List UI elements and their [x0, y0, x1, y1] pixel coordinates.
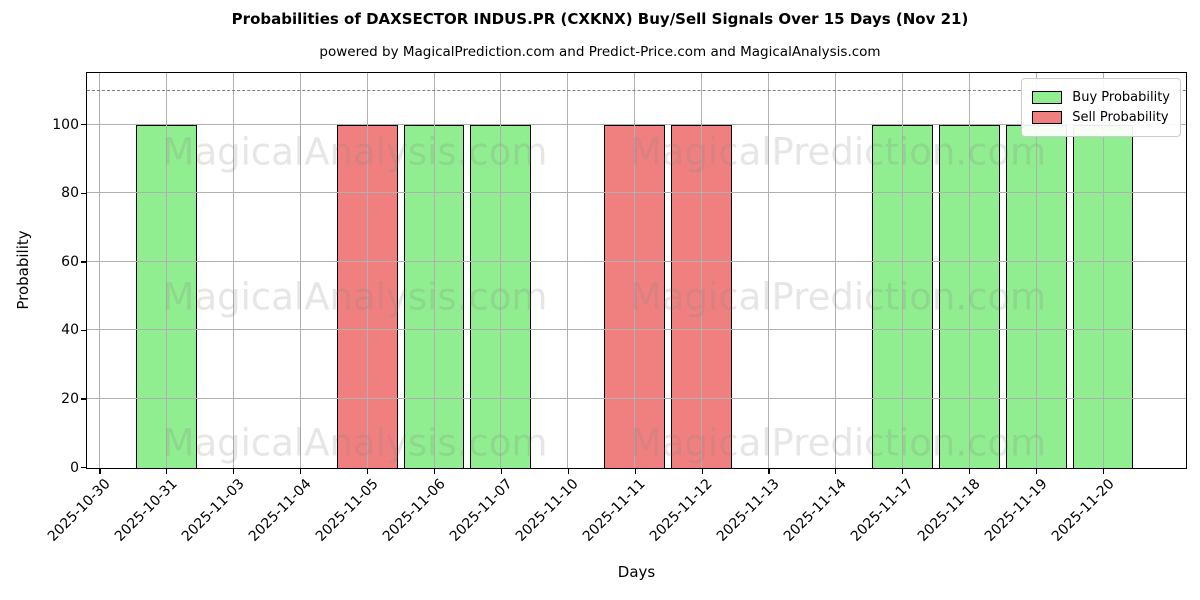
buy-probability-swatch [1032, 91, 1063, 104]
y-tick-label: 80 [61, 185, 79, 202]
y-tick-label: 0 [70, 459, 79, 476]
x-tick-label-text: 2025-11-19 [981, 476, 1051, 545]
legend-item-buy-probability: Buy Probability [1032, 89, 1170, 106]
x-tick-mark [902, 469, 904, 474]
v-gridline [232, 73, 234, 468]
v-gridline [299, 73, 301, 468]
x-tick-label-text: 2025-11-11 [580, 476, 650, 545]
h-gridline [87, 397, 1186, 399]
v-gridline [433, 73, 435, 468]
x-tick-label-text: 2025-11-17 [847, 476, 917, 545]
v-gridline [834, 73, 836, 468]
x-tick-mark [500, 469, 502, 474]
v-gridline [901, 73, 903, 468]
x-tick-label-text: 2025-11-03 [178, 476, 248, 545]
v-gridline [567, 73, 569, 468]
y-tick-mark [80, 261, 86, 263]
threshold-dashed-line [87, 90, 1186, 92]
y-tick-mark [80, 466, 86, 469]
v-gridline [500, 73, 502, 468]
x-tick-mark [969, 469, 971, 474]
x-tick-label-text: 2025-10-31 [111, 476, 181, 545]
legend-label-sell: Sell Probability [1072, 110, 1169, 125]
v-gridline [99, 73, 100, 468]
x-tick-mark [1102, 469, 1105, 474]
v-gridline [1102, 73, 1104, 468]
x-tick-label-text: 2025-11-12 [647, 476, 716, 545]
h-gridline [87, 123, 1186, 125]
x-tick-label-text: 2025-11-05 [312, 476, 382, 545]
y-axis-label: Probability [14, 230, 32, 310]
y-tick-label: 40 [61, 322, 79, 339]
y-tick-label: 20 [61, 390, 79, 407]
x-axis-label: Days [617, 563, 656, 581]
v-gridline [768, 73, 769, 468]
x-tick-mark [367, 469, 369, 474]
h-gridline [87, 192, 1186, 194]
x-tick-mark [634, 469, 636, 474]
legend-label-buy: Buy Probability [1072, 90, 1170, 105]
x-tick-mark [1036, 469, 1038, 474]
h-gridline [87, 260, 1186, 262]
v-gridline [634, 73, 636, 468]
x-tick-mark [835, 469, 837, 474]
x-tick-mark [166, 469, 168, 474]
x-tick-label-text: 2025-10-30 [44, 476, 114, 545]
v-gridline [701, 73, 703, 468]
y-tick-mark [80, 124, 86, 126]
x-tick-label-text: 2025-11-06 [379, 476, 449, 545]
v-gridline [165, 73, 167, 468]
y-tick-mark [80, 192, 86, 194]
x-tick-mark [99, 469, 101, 474]
x-tick-label-text: 2025-11-18 [914, 476, 984, 545]
chart-title: Probabilities of DAXSECTOR INDUS.PR (CXK… [231, 10, 969, 28]
x-tick-label-text: 2025-11-13 [713, 476, 783, 545]
y-tick-mark [80, 398, 86, 400]
sell-probability-swatch [1032, 111, 1063, 124]
legend: Buy Probability Sell Probability [1021, 78, 1181, 137]
x-tick-mark [433, 469, 436, 474]
x-tick-label-text: 2025-11-14 [780, 476, 850, 545]
plot-area: Buy Probability Sell Probability Magical… [45, 72, 1187, 545]
x-tick-label-text: 2025-11-04 [245, 476, 315, 545]
v-gridline [366, 73, 368, 468]
x-tick-mark [300, 469, 302, 474]
x-tick-label-text: 2025-11-07 [446, 476, 516, 545]
v-gridline [968, 73, 970, 468]
x-tick-label-text: 2025-11-20 [1048, 476, 1118, 545]
y-tick-label: 100 [52, 116, 79, 133]
x-tick-mark [567, 469, 569, 474]
h-gridline [87, 329, 1186, 331]
x-tick-label-text: 2025-11-10 [513, 476, 583, 545]
x-tick-mark [768, 469, 770, 474]
y-tick-label: 60 [61, 253, 79, 270]
v-gridline [1035, 73, 1037, 468]
y-tick-mark [80, 329, 86, 332]
x-tick-mark [233, 469, 235, 474]
legend-item-sell-probability: Sell Probability [1032, 109, 1170, 126]
chart-subtitle: powered by MagicalPrediction.com and Pre… [319, 44, 881, 60]
x-tick-mark [701, 469, 703, 474]
